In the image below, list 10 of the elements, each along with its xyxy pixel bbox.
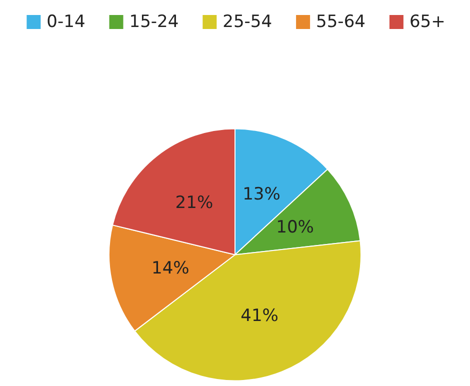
legend-label: 0-14 — [46, 12, 86, 32]
legend-label: 15-24 — [129, 12, 179, 32]
data-label: 14% — [152, 258, 190, 278]
legend-label: 65+ — [409, 12, 446, 32]
data-label: 10% — [276, 217, 314, 238]
data-label: 13% — [242, 184, 280, 204]
legend-label: 25-54 — [222, 12, 272, 32]
data-label: 21% — [175, 192, 214, 213]
legend-label: 55-64 — [316, 12, 366, 32]
data-label: 41% — [240, 306, 278, 326]
